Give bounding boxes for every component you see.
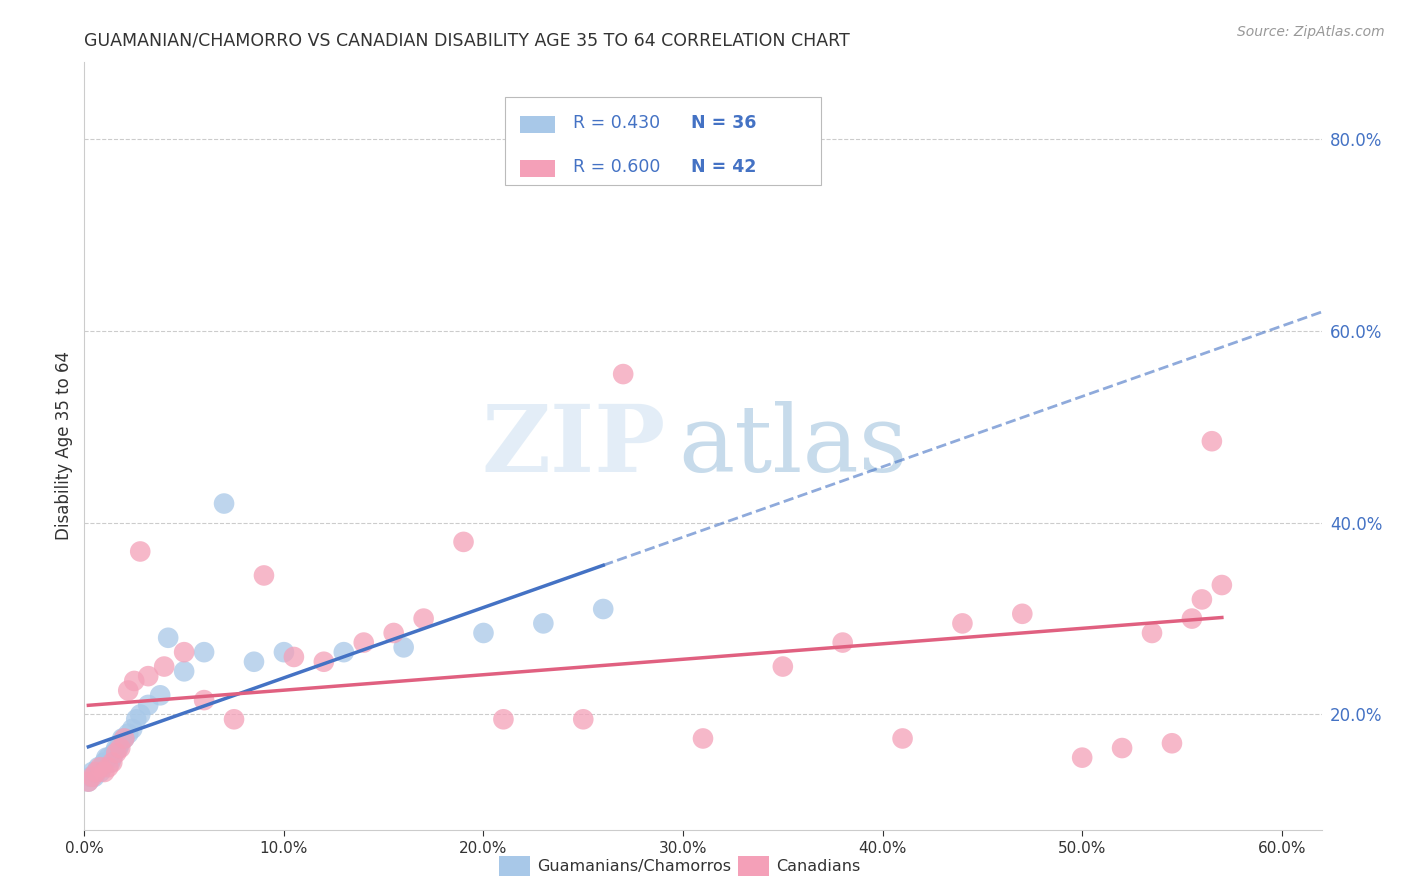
- Point: [492, 712, 515, 726]
- Point: [122, 673, 145, 688]
- Point: [136, 698, 159, 712]
- Point: [97, 750, 120, 764]
- Point: [125, 712, 148, 726]
- Point: [592, 602, 614, 616]
- Point: [129, 544, 152, 558]
- Text: ZIP: ZIP: [482, 401, 666, 491]
- Point: [93, 765, 115, 780]
- Point: [412, 612, 434, 626]
- Point: [105, 741, 128, 756]
- Point: [612, 367, 634, 381]
- Point: [1071, 750, 1094, 764]
- Point: [89, 760, 111, 774]
- Point: [392, 640, 415, 655]
- Bar: [520, 160, 554, 178]
- Text: R = 0.600: R = 0.600: [574, 159, 661, 177]
- Point: [83, 770, 105, 784]
- Point: [157, 631, 180, 645]
- Point: [1181, 612, 1204, 626]
- Point: [1191, 592, 1213, 607]
- Point: [193, 693, 215, 707]
- Point: [107, 741, 129, 756]
- Point: [117, 727, 139, 741]
- Point: [79, 770, 101, 784]
- Point: [77, 774, 100, 789]
- Point: [86, 765, 108, 780]
- Point: [273, 645, 295, 659]
- Point: [193, 645, 215, 659]
- Point: [89, 765, 111, 780]
- Point: [101, 750, 124, 764]
- Point: [891, 731, 914, 746]
- Point: [243, 655, 266, 669]
- Point: [283, 649, 305, 664]
- Point: [103, 746, 125, 760]
- Point: [110, 741, 132, 756]
- Text: GUAMANIAN/CHAMORRO VS CANADIAN DISABILITY AGE 35 TO 64 CORRELATION CHART: GUAMANIAN/CHAMORRO VS CANADIAN DISABILIT…: [84, 32, 851, 50]
- Point: [253, 568, 276, 582]
- Text: N = 36: N = 36: [690, 114, 756, 132]
- Point: [153, 659, 176, 673]
- Text: Guamanians/Chamorros: Guamanians/Chamorros: [537, 859, 731, 873]
- Point: [1211, 578, 1233, 592]
- Point: [312, 655, 335, 669]
- Point: [572, 712, 595, 726]
- Point: [173, 665, 195, 679]
- Point: [136, 669, 159, 683]
- Point: [121, 722, 143, 736]
- Point: [112, 731, 135, 746]
- Point: [1161, 736, 1184, 750]
- Point: [129, 707, 152, 722]
- Point: [333, 645, 356, 659]
- Point: [831, 635, 853, 649]
- Point: [772, 659, 794, 673]
- Point: [111, 731, 134, 746]
- Bar: [520, 116, 554, 133]
- Point: [93, 756, 115, 770]
- Point: [353, 635, 375, 649]
- Point: [173, 645, 195, 659]
- Point: [952, 616, 974, 631]
- Point: [82, 765, 104, 780]
- Y-axis label: Disability Age 35 to 64: Disability Age 35 to 64: [55, 351, 73, 541]
- Point: [222, 712, 245, 726]
- Point: [110, 736, 132, 750]
- Text: N = 42: N = 42: [690, 159, 756, 177]
- Point: [1111, 741, 1133, 756]
- Point: [212, 496, 235, 510]
- Text: Source: ZipAtlas.com: Source: ZipAtlas.com: [1237, 25, 1385, 39]
- Point: [97, 760, 120, 774]
- Point: [149, 689, 172, 703]
- Point: [86, 765, 108, 780]
- Point: [77, 774, 100, 789]
- Point: [531, 616, 554, 631]
- Point: [692, 731, 714, 746]
- Point: [472, 626, 495, 640]
- FancyBboxPatch shape: [505, 97, 821, 186]
- Point: [117, 683, 139, 698]
- Text: atlas: atlas: [678, 401, 907, 491]
- Point: [1011, 607, 1033, 621]
- Point: [101, 756, 124, 770]
- Point: [453, 534, 475, 549]
- Point: [1140, 626, 1163, 640]
- Point: [1201, 434, 1223, 449]
- Point: [98, 756, 121, 770]
- Text: R = 0.430: R = 0.430: [574, 114, 661, 132]
- Text: Canadians: Canadians: [776, 859, 860, 873]
- Point: [105, 746, 128, 760]
- Point: [382, 626, 405, 640]
- Point: [112, 731, 135, 746]
- Point: [91, 760, 114, 774]
- Point: [87, 760, 110, 774]
- Point: [82, 770, 104, 784]
- Point: [96, 750, 118, 764]
